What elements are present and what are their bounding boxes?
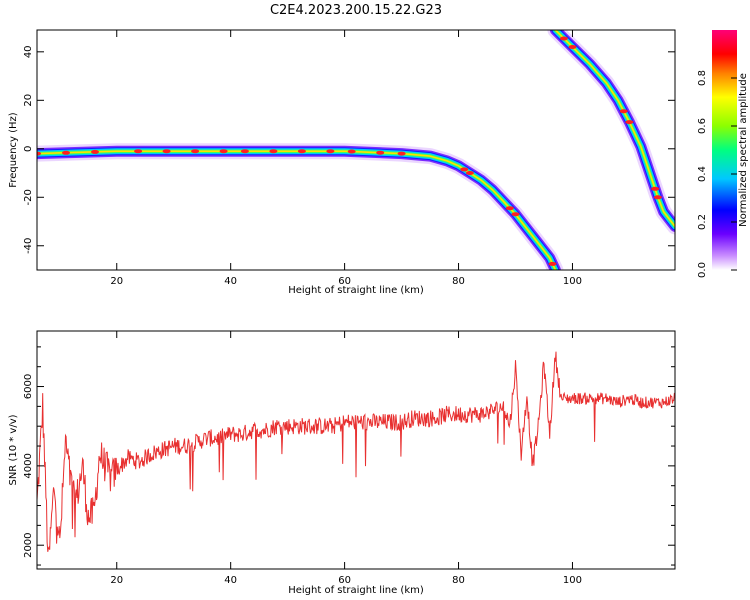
hotspot [460,167,469,172]
x-tick-label: 20 [110,276,123,287]
trace-1-layer-5 [554,30,675,228]
x-tick-label: 60 [338,575,351,586]
hotspot [91,149,99,154]
y-tick-label: 2000 [23,532,34,557]
colorbar-tick-label: 0.4 [697,166,708,182]
hotspot [511,212,520,217]
x-tick-label: 40 [224,276,237,287]
hotspot [37,151,41,156]
hotspot [653,195,662,200]
snr-x-label: Height of straight line (km) [288,585,424,596]
snr-series-line [37,351,675,552]
x-tick-label: 80 [452,276,465,287]
hotspot [625,120,634,125]
colorbar-label: Normalized spectral amplitude [738,73,749,227]
hotspot [505,206,514,211]
y-tick-label: 20 [23,94,34,107]
hotspot [376,150,385,155]
hotspot [326,149,335,154]
hotspot [269,149,278,154]
spectrogram-y-label: Frequency (Hz) [8,112,19,188]
snr-plot-area [37,351,675,552]
hotspot [62,150,70,155]
colorbar-gradient [712,30,737,270]
snr-frame [36,330,676,570]
x-tick-label: 100 [563,276,582,287]
y-tick-label: 4000 [23,453,34,478]
y-tick-label: -20 [23,189,34,205]
x-tick-label: 40 [224,575,237,586]
trace-0-layer-0 [37,143,564,270]
snr-y-ticks: 2000 4000 6000 [23,346,675,566]
y-tick-label: -40 [23,238,34,254]
x-tick-label: 60 [338,276,351,287]
hotspot [191,149,200,154]
colorbar: 0.0 0.2 0.4 0.6 0.8 Normalized spectral ampl… [697,30,749,278]
spectrogram-traces [37,30,675,270]
x-tick-label: 20 [110,575,123,586]
colorbar-tick-label: 0.6 [697,118,708,134]
colorbar-tick-label: 0.0 [697,262,708,278]
hotspot [559,36,568,41]
figure-title: C2E4.2023.200.15.22.G23 [270,3,442,18]
spectrogram-frame [36,29,676,271]
colorbar-tick-label: 0.8 [697,70,708,86]
spectrogram-x-ticks: 20 40 60 80 100 [110,30,582,287]
snr-y-label: SNR (10 * v/v) [8,414,19,485]
hotspot [347,149,356,154]
y-tick-label: 40 [23,45,34,58]
y-tick-label: 6000 [23,374,34,399]
colorbar-tick-label: 0.2 [697,214,708,230]
hotspot [548,261,557,266]
spectrogram-panel: 20 40 60 80 100 -40 -20 0 20 40 Height of straig… [8,29,676,296]
x-tick-label: 100 [563,575,582,586]
hotspot [219,149,228,154]
y-tick-label: 0 [23,146,34,152]
snr-x-ticks: 20 40 60 80 100 [110,331,582,586]
snr-panel: 20 40 60 80 100 2000 4000 6000 Height of strai… [8,330,676,596]
x-tick-label: 80 [452,575,465,586]
spectrogram-x-label: Height of straight line (km) [288,285,424,296]
hotspot [297,149,306,154]
spectrogram-y-ticks: -40 -20 0 20 40 [23,45,675,254]
colorbar-ticks: 0.0 0.2 0.4 0.6 0.8 [697,70,737,278]
hotspot [651,186,660,191]
hotspot [568,45,577,49]
hotspot [397,151,406,156]
hotspot [465,171,474,175]
hotspot [162,149,171,154]
hotspot [619,109,628,114]
hotspot [134,149,143,154]
hotspot [240,149,249,154]
